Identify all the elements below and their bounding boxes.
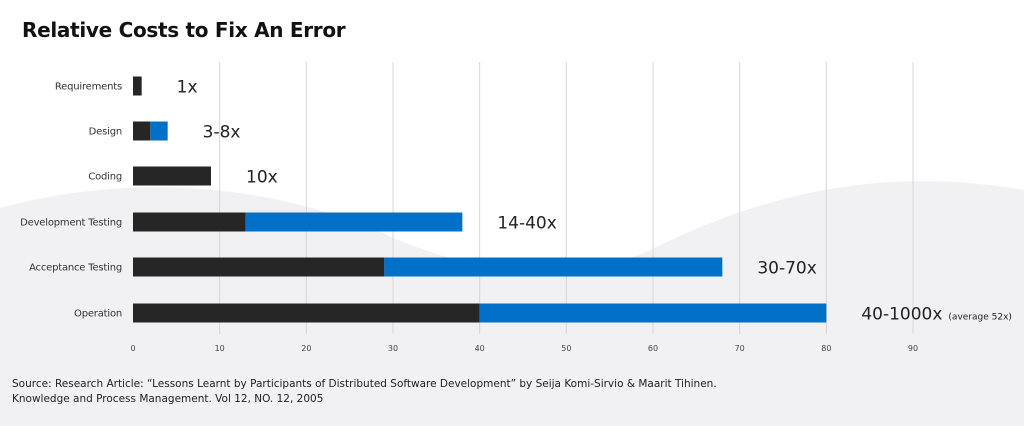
bar-base-segment <box>133 166 211 186</box>
bar-range-segment <box>384 257 723 277</box>
category-label: Operation <box>74 309 122 320</box>
category-label: Requirements <box>55 82 122 93</box>
bar-base-segment <box>133 257 385 277</box>
chart-title: Relative Costs to Fix An Error <box>22 18 346 42</box>
bar-range-segment <box>479 303 827 323</box>
source-line-2: Knowledge and Process Management. Vol 12… <box>12 393 324 405</box>
x-tick-label: 50 <box>561 344 571 353</box>
x-tick-label: 10 <box>215 344 225 353</box>
category-label: Development Testing <box>20 218 122 229</box>
data-label: 1x <box>177 78 198 98</box>
x-tick-label: 80 <box>821 344 831 353</box>
category-label: Coding <box>88 172 122 183</box>
source-line-1: Source: Research Article: “Lessons Learn… <box>12 378 717 390</box>
bar-base-segment <box>133 76 142 96</box>
bar-base-segment <box>133 121 151 141</box>
data-label: 3-8x <box>203 123 241 143</box>
source-citation: Source: Research Article: “Lessons Learn… <box>12 377 717 407</box>
data-label-note: (average 52x) <box>948 313 1012 323</box>
bar-range-segment <box>150 121 168 141</box>
data-label: 14-40x <box>497 214 556 234</box>
x-tick-label: 60 <box>648 344 658 353</box>
bar-base-segment <box>133 212 246 232</box>
x-tick-label: 30 <box>388 344 398 353</box>
bar-base-segment <box>133 303 480 323</box>
x-tick-label: 0 <box>130 344 135 353</box>
bar-chart: 0 10 20 30 40 50 60 70 80 90 Requirements 1x Design 3… <box>20 62 1012 353</box>
data-label: 30-70x <box>757 259 816 279</box>
x-tick-label: 90 <box>908 344 918 353</box>
category-label: Design <box>89 127 122 138</box>
data-label: 40-1000x <box>861 305 942 325</box>
category-label: Acceptance Testing <box>29 263 122 274</box>
x-tick-label: 20 <box>301 344 311 353</box>
data-label: 10x <box>246 168 278 188</box>
x-tick-label: 70 <box>735 344 745 353</box>
bar-range-segment <box>245 212 463 232</box>
x-tick-label: 40 <box>475 344 485 353</box>
